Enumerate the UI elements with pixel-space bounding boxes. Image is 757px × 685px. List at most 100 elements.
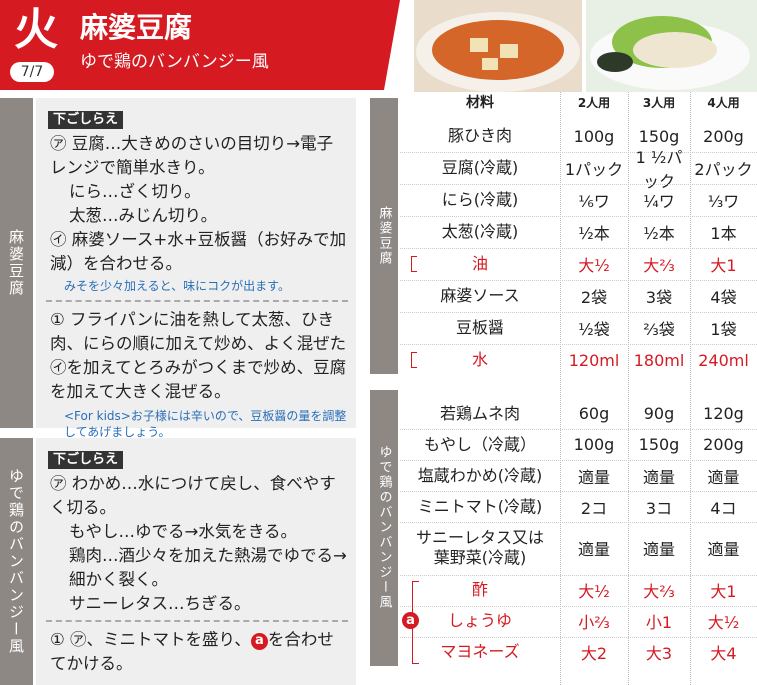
amount: 240ml (698, 350, 749, 370)
amount: 2袋 (580, 288, 608, 307)
step-text: を合わせてかける。 (50, 630, 334, 673)
prep-item: ㋐ わかめ…水につけて戻し、食べやすく切る。 もやし…ゆでる→水気をきる。 鶏肉…酒… (46, 472, 348, 616)
prep-item: ㋑ 麻婆ソース+水+豆板醤（お好みで加減）を合わせる。 (46, 228, 348, 276)
page-badge: 7/7 (10, 62, 54, 82)
row-rule (400, 491, 757, 492)
col-rule (560, 92, 561, 685)
ingredient-name: ミニトマト(冷蔵) (417, 496, 543, 516)
amount: 200g (703, 435, 744, 454)
amount: 1本 (710, 224, 737, 243)
prep-line: にら…ざく切り。 (69, 182, 201, 201)
row-rule (400, 522, 757, 523)
row-rule (400, 280, 757, 281)
amount: 適量 (642, 540, 675, 560)
ingredient-name: 水 (471, 350, 488, 369)
ingredient-name: 塩蔵わかめ(冷蔵) (417, 465, 543, 485)
amount: 1袋 (710, 320, 737, 339)
header-banner (0, 0, 400, 90)
ingredient-name: 油 (471, 254, 488, 273)
row-rule (400, 184, 757, 185)
amount: 150g (638, 435, 680, 454)
ingredient-name: サニーレタス又は葉野菜(冷蔵) (415, 528, 544, 568)
amount: 小⅔ (578, 613, 610, 633)
amount: 大½ (578, 582, 610, 602)
amount: 適量 (707, 540, 740, 560)
row-rule (400, 605, 757, 607)
bracket (411, 256, 417, 272)
side-label: ゆで鶏のバンバンジー風 (370, 390, 398, 666)
amount: 90g (643, 404, 675, 423)
amount: ½本 (578, 224, 610, 243)
ingredient-name: 豆腐(冷蔵) (441, 158, 519, 177)
row-rule (400, 429, 757, 430)
amount: 2パック (694, 160, 753, 179)
prep-item: ㋐ 豆腐…大きめのさいの目切り→電子レンジで簡単水きり。 にら…ざく切り。 太葱…み… (46, 132, 348, 228)
ingredient-name: 太葱(冷蔵) (441, 222, 519, 241)
row-rule (400, 636, 757, 638)
amount: 200g (703, 126, 744, 146)
amount: 120g (703, 404, 744, 423)
prep-line: ㋑ 麻婆ソース+水+豆板醤（お好みで加減）を合わせる。 (50, 230, 347, 273)
amount: 大⅔ (643, 256, 675, 275)
photos (414, 0, 757, 92)
ingredient-name: 豚ひき肉 (447, 126, 512, 145)
prep-line: ㋐ わかめ…水につけて戻し、食べやすく切る。 (50, 474, 336, 517)
amount: 適量 (577, 467, 610, 487)
amount: 150g (638, 126, 680, 146)
amount: 180ml (633, 350, 685, 370)
amount: ⅙ワ (578, 192, 610, 211)
amount: ¼ワ (643, 192, 675, 211)
section-panel: 下ごしらえ㋐ わかめ…水につけて戻し、食べやすく切る。もやし…ゆでる→水気をきる… (36, 438, 356, 685)
amount: 大4 (710, 644, 737, 664)
ingredient-name: もやし（冷蔵） (423, 434, 536, 454)
step: ① ㋐、ミニトマトを盛り、 a を合わせてかける。 (46, 628, 348, 676)
ingredient-name: しょうゆ (447, 611, 512, 631)
table-header: 3人用 (642, 95, 676, 110)
group-mark: a (402, 612, 419, 630)
amount: 大2 (580, 644, 608, 664)
col-rule (628, 92, 629, 685)
step-note: <For kids>お子様には辛いので、豆板醤の量を調整してあげましょう。 (64, 409, 347, 439)
row-rule (400, 312, 757, 313)
prep-tag: 下ごしらえ (48, 451, 124, 469)
table-header: 4人用 (707, 95, 740, 110)
side-label: 麻婆豆腐 (370, 98, 398, 374)
row-rule (400, 152, 757, 153)
day: 火 (14, 4, 58, 55)
col-rule (690, 92, 691, 685)
prep-tag: 下ごしらえ (48, 111, 124, 129)
prep-line: サニーレタス…ちぎる。 (69, 594, 251, 613)
amount: 大3 (645, 644, 673, 664)
amount: ⅔袋 (643, 320, 675, 339)
side-label: ゆで鶏のバンバンジー風 (0, 438, 33, 685)
amount: 2コ (580, 498, 608, 518)
divider (46, 300, 348, 302)
amount: 100g (573, 126, 615, 146)
title: 麻婆豆腐 (80, 11, 193, 44)
amount: 大1 (710, 582, 737, 602)
side-label: 麻婆豆腐 (0, 98, 33, 428)
amount: 大1 (710, 256, 737, 275)
amount: 適量 (707, 467, 740, 487)
ingredient-name: にら(冷蔵) (441, 190, 519, 209)
step-mark: a (250, 632, 268, 650)
section-panel: 下ごしらえ㋐ 豆腐…大きめのさいの目切り→電子レンジで簡単水きり。にら…ざく切り… (36, 98, 356, 439)
ingredient-name: 豆板醤 (455, 318, 504, 337)
ingredient-name: 麻婆ソース (440, 286, 520, 305)
amount: 60g (578, 404, 610, 423)
amount: 4コ (710, 498, 737, 518)
ingredient-name: 若鶏ムネ肉 (439, 403, 520, 423)
amount: 小1 (645, 613, 673, 633)
prep-note: みそを少々加えると、味にコクが出ます。 (64, 279, 290, 293)
amount: 適量 (642, 467, 675, 487)
amount: 大½ (578, 256, 610, 275)
row-rule (400, 344, 757, 345)
amount: 100g (573, 435, 615, 454)
prep-line: もやし…ゆでる→水気をきる。 (69, 522, 297, 541)
step-text: ① フライパンに油を熱して太葱、ひき肉、にらの順に加えて炒め、よく混ぜた㋑を加え… (50, 310, 347, 401)
amount: ½本 (643, 224, 675, 243)
amount: 大⅔ (643, 582, 675, 602)
amount: 120ml (568, 350, 620, 370)
prep-line: ㋐ 豆腐…大きめのさいの目切り→電子レンジで簡単水きり。 (50, 134, 334, 177)
bracket (411, 352, 417, 368)
